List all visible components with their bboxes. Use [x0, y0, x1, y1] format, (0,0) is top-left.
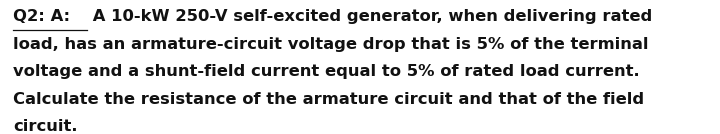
Text: load, has an armature-circuit voltage drop that is 5% of the terminal: load, has an armature-circuit voltage dr… [13, 37, 649, 52]
Text: Q2: A:: Q2: A: [13, 9, 70, 24]
Text: circuit.: circuit. [13, 119, 78, 134]
Text: Calculate the resistance of the armature circuit and that of the field: Calculate the resistance of the armature… [13, 92, 644, 107]
Text: A 10-kW 250-V self-excited generator, when delivering rated: A 10-kW 250-V self-excited generator, wh… [86, 9, 652, 24]
Text: voltage and a shunt-field current equal to 5% of rated load current.: voltage and a shunt-field current equal … [13, 64, 639, 79]
